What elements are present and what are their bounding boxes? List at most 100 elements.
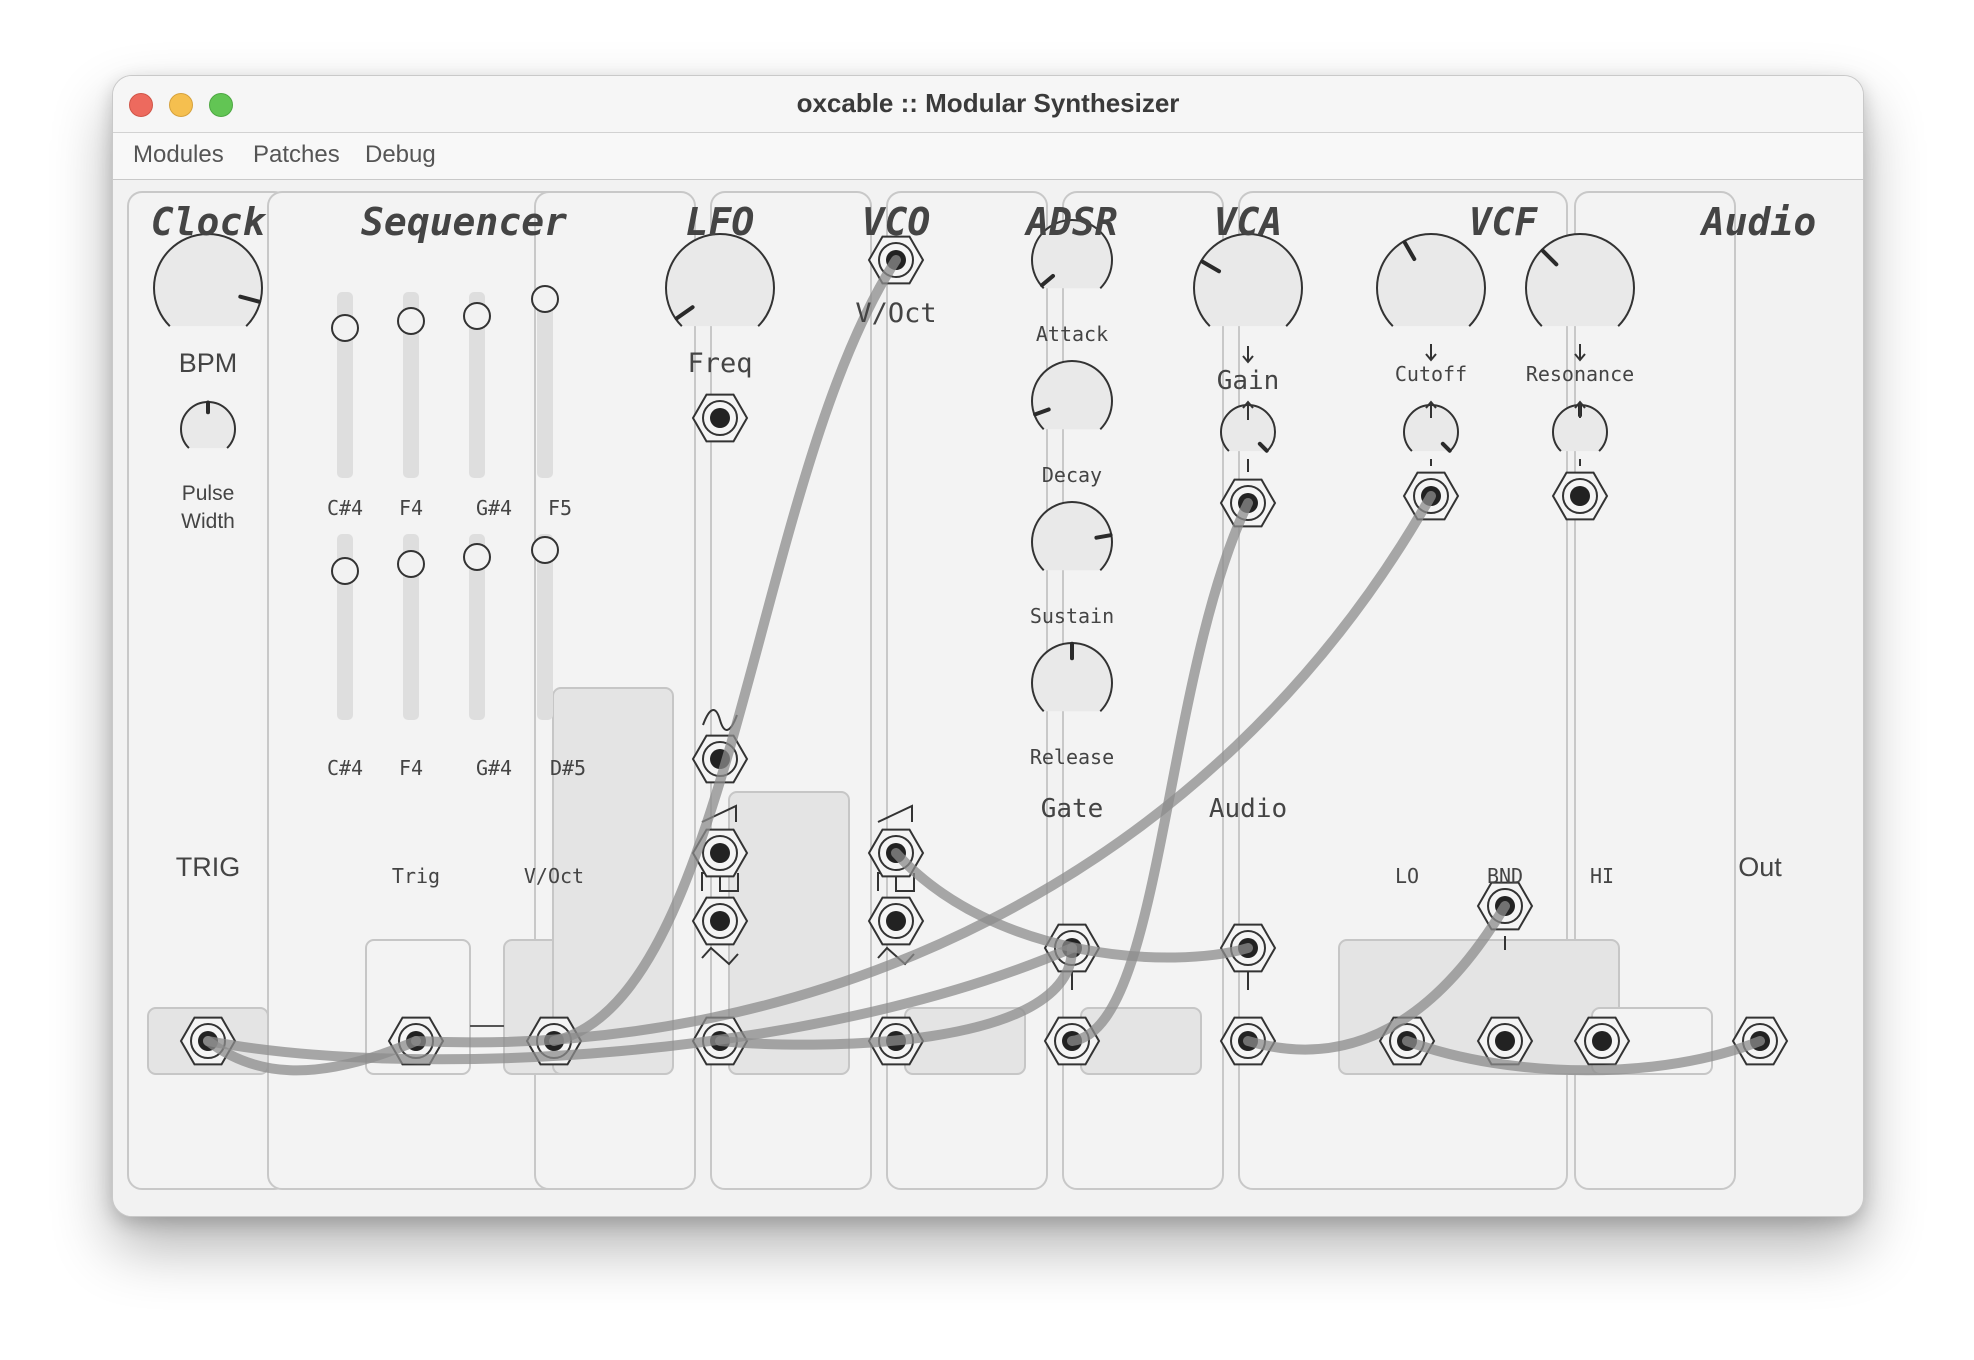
decay-label: Decay [1041,463,1103,487]
vca-audio-label: Audio [1208,794,1288,824]
gain-down-arrow-icon [1242,346,1254,364]
slider-thumb[interactable] [463,302,491,330]
clock-title: Clock [150,200,266,244]
vcf-title: VCF [1468,200,1538,244]
release-knob[interactable] [1031,641,1113,712]
sustain-label: Sustain [1029,604,1115,628]
vcf-out-box [1338,939,1620,1075]
seq-note-label: F4 [398,756,424,780]
app-window: oxcable :: Modular Synthesizer Modules P… [112,75,1864,1217]
arrow-head [1574,400,1586,409]
slider-thumb[interactable] [331,314,359,342]
slider-thumb[interactable] [331,557,359,585]
jack-hole [710,408,730,428]
step-slider[interactable] [331,292,359,478]
zoom-button[interactable] [209,93,233,117]
knob-indicator [1094,533,1113,540]
patch-cable [549,255,901,1046]
slider-thumb[interactable] [397,307,425,335]
gain-label: Gain [1216,366,1280,396]
arrow-head [1242,400,1254,409]
freq-label: Freq [687,348,753,379]
knob-indicator [1033,407,1051,417]
seq-note-label: G#4 [475,756,513,780]
cutoff-cv-knob[interactable] [1403,404,1459,453]
lfo-title: LFO [685,200,755,244]
seq-note-label: G#4 [475,496,513,520]
seq-note-label: D#5 [549,756,587,780]
attack-knob[interactable] [1031,219,1113,289]
bpm-label: BPM [178,348,238,378]
lfo-square-jack[interactable] [691,896,749,946]
lfo-freq-jack[interactable] [691,393,749,443]
seq-trig-jack[interactable] [387,1016,445,1066]
slider-track [403,292,419,478]
vco-voct-label: V/Oct [855,298,937,329]
lfo-freq-knob[interactable] [665,233,775,327]
vco-square-jack[interactable] [867,896,925,946]
gain-knob[interactable] [1193,232,1303,327]
knob-arc [1031,501,1113,571]
step-slider[interactable] [463,292,491,478]
seq-voct-label: V/Oct [523,864,585,888]
slider-thumb[interactable] [531,285,559,313]
lfo-saw-jack[interactable] [691,828,749,878]
bnd-label: BND [1486,864,1524,888]
vcf-resonance-jack[interactable] [1551,471,1609,521]
attack-label: Attack [1035,322,1109,346]
patch-cable [203,943,1077,1065]
jack-hole [710,911,730,931]
cutoff-up-arrow-icon [1425,400,1437,418]
knob-indicator [238,294,262,304]
vcf-hi-jack[interactable] [1573,1016,1631,1066]
resonance-up-arrow-icon [1574,400,1586,418]
square-wave-icon [701,872,739,892]
patch-cable [715,943,1078,1050]
step-slider[interactable] [531,285,559,478]
sustain-knob[interactable] [1031,501,1113,571]
pulse-width-knob[interactable] [180,400,236,449]
step-slider[interactable] [397,292,425,478]
gain-cv-knob[interactable] [1220,404,1276,453]
menu-modules[interactable]: Modules [133,141,224,168]
arrow-head [1425,353,1437,362]
slider-thumb[interactable] [531,536,559,564]
step-slider[interactable] [331,534,359,720]
knob-arc [1525,232,1635,327]
knob-indicator [1039,273,1056,288]
vco-title: VCO [861,200,931,244]
menu-patches[interactable]: Patches [253,141,340,168]
minimize-button[interactable] [169,93,193,117]
saw-wave-icon [877,804,913,823]
module-rack: Clock Sequencer LFO VCO ADSR VCA VCF Aud… [113,180,1863,1216]
patch-canvas [127,191,1789,1190]
knob-indicator [1440,441,1452,453]
close-button[interactable] [129,93,153,117]
slider-thumb[interactable] [463,543,491,571]
patch-cable [1402,1036,1765,1076]
seq-note-label: F4 [398,496,424,520]
triangle-wave-icon [701,946,739,966]
step-slider[interactable] [397,534,425,720]
knob-arc [1376,232,1486,327]
slider-track [403,534,419,720]
lo-label: LO [1394,864,1420,888]
bpm-knob[interactable] [153,233,263,327]
vcf-bnd-jack[interactable] [1476,1016,1534,1066]
out-label: Out [1738,852,1782,882]
decay-knob[interactable] [1031,360,1113,430]
window-title: oxcable :: Modular Synthesizer [796,88,1180,118]
patch-cable [1067,498,1253,1046]
slider-thumb[interactable] [397,550,425,578]
vca-title: VCA [1213,200,1283,244]
gate-label: Gate [1040,794,1104,824]
menu-debug[interactable]: Debug [365,141,436,168]
step-slider[interactable] [531,534,559,720]
arrow-head [1574,353,1586,362]
resonance-knob[interactable] [1525,232,1635,327]
step-slider[interactable] [463,534,491,720]
knob-arc [153,233,263,327]
knob-indicator [1402,240,1417,262]
cutoff-knob[interactable] [1376,232,1486,327]
pulse-width-label: Pulse Width [181,482,235,533]
